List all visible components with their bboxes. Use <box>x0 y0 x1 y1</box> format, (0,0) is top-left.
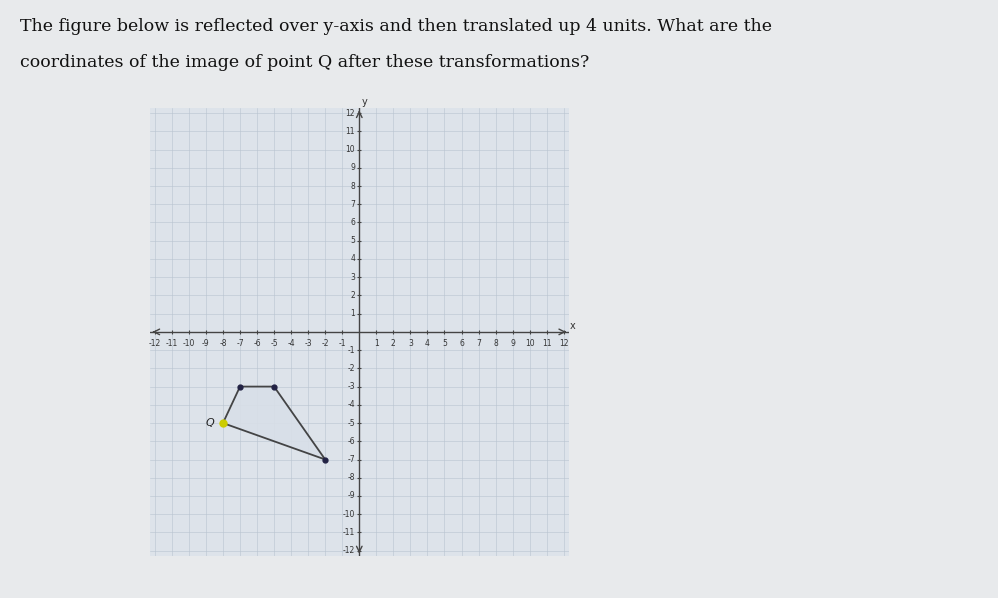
Text: 10: 10 <box>525 339 535 348</box>
Text: x: x <box>570 321 576 331</box>
Text: 4: 4 <box>425 339 430 348</box>
Text: 4: 4 <box>350 255 355 264</box>
Text: The figure below is reflected over y-axis and then translated up 4 units. What a: The figure below is reflected over y-axi… <box>20 18 772 35</box>
Text: -7: -7 <box>237 339 244 348</box>
Text: 1: 1 <box>374 339 378 348</box>
Text: 12: 12 <box>559 339 569 348</box>
Text: -10: -10 <box>342 509 355 518</box>
Text: -12: -12 <box>342 546 355 555</box>
Text: -2: -2 <box>347 364 355 373</box>
Text: -9: -9 <box>203 339 210 348</box>
Text: -6: -6 <box>253 339 260 348</box>
Text: 11: 11 <box>542 339 552 348</box>
Text: 9: 9 <box>350 163 355 172</box>
Text: 5: 5 <box>442 339 447 348</box>
Text: -3: -3 <box>347 382 355 391</box>
Text: 2: 2 <box>391 339 396 348</box>
Text: 9: 9 <box>510 339 515 348</box>
Text: 10: 10 <box>345 145 355 154</box>
Text: -2: -2 <box>321 339 329 348</box>
Text: 5: 5 <box>350 236 355 245</box>
Text: -9: -9 <box>347 492 355 501</box>
Text: 7: 7 <box>476 339 481 348</box>
Text: -11: -11 <box>166 339 178 348</box>
Text: -8: -8 <box>220 339 227 348</box>
Text: 6: 6 <box>459 339 464 348</box>
Text: -8: -8 <box>347 473 355 482</box>
Text: 11: 11 <box>345 127 355 136</box>
Text: 12: 12 <box>345 109 355 118</box>
Polygon shape <box>223 386 325 459</box>
Text: -12: -12 <box>149 339 161 348</box>
Text: coordinates of the image of point Q after these transformations?: coordinates of the image of point Q afte… <box>20 54 589 71</box>
Text: 3: 3 <box>408 339 413 348</box>
Text: -5: -5 <box>347 419 355 428</box>
Text: y: y <box>361 97 367 106</box>
Text: Q: Q <box>206 418 215 428</box>
Text: -1: -1 <box>338 339 346 348</box>
Text: -4: -4 <box>347 400 355 409</box>
Text: 2: 2 <box>350 291 355 300</box>
Text: 7: 7 <box>350 200 355 209</box>
Text: -1: -1 <box>347 346 355 355</box>
Text: 3: 3 <box>350 273 355 282</box>
Text: 6: 6 <box>350 218 355 227</box>
Text: 8: 8 <box>493 339 498 348</box>
Text: -4: -4 <box>287 339 295 348</box>
Text: 1: 1 <box>350 309 355 318</box>
Text: 8: 8 <box>350 182 355 191</box>
Text: -6: -6 <box>347 437 355 446</box>
Text: -3: -3 <box>304 339 312 348</box>
Text: -10: -10 <box>183 339 195 348</box>
Text: -5: -5 <box>270 339 277 348</box>
Text: -11: -11 <box>342 528 355 537</box>
Text: -7: -7 <box>347 455 355 464</box>
